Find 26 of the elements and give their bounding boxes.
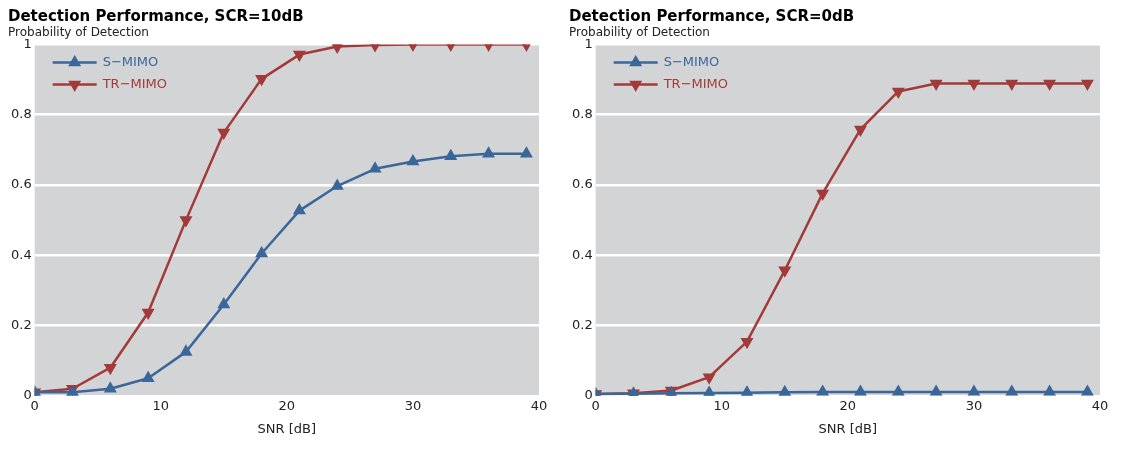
x-tick-label: 30 (404, 397, 422, 413)
y-tick-label: 0.4 (571, 246, 593, 262)
x-tick-label: 20 (278, 397, 296, 413)
chart-title: Detection Performance, SCR=10dB (8, 6, 304, 25)
legend-label: TR−MIMO (662, 75, 729, 91)
legend-label: S−MIMO (663, 53, 720, 69)
legend-label: S−MIMO (102, 53, 159, 69)
x-tick-label: 40 (1091, 397, 1109, 413)
x-tick-label: 10 (713, 397, 731, 413)
x-tick-label: 30 (965, 397, 983, 413)
y-tick-label: 0.8 (10, 106, 32, 122)
x-tick-label: 40 (530, 397, 548, 413)
x-tick-label: 20 (839, 397, 857, 413)
x-axis-title: SNR [dB] (257, 420, 317, 436)
y-tick-label: 0.6 (571, 176, 593, 192)
y-tick-label: 0.2 (571, 316, 593, 332)
x-axis-title: SNR [dB] (818, 420, 878, 436)
y-tick-label: 0 (23, 387, 32, 403)
y-tick-label: 0.8 (571, 106, 593, 122)
legend-label: TR−MIMO (101, 75, 168, 91)
x-tick-label: 10 (152, 397, 170, 413)
y-tick-label: 0.4 (10, 246, 32, 262)
y-tick-label: 0 (584, 387, 593, 403)
chart-title: Detection Performance, SCR=0dB (569, 6, 855, 25)
y-tick-label: 0.2 (10, 316, 32, 332)
y-tick-label: 0.6 (10, 176, 32, 192)
